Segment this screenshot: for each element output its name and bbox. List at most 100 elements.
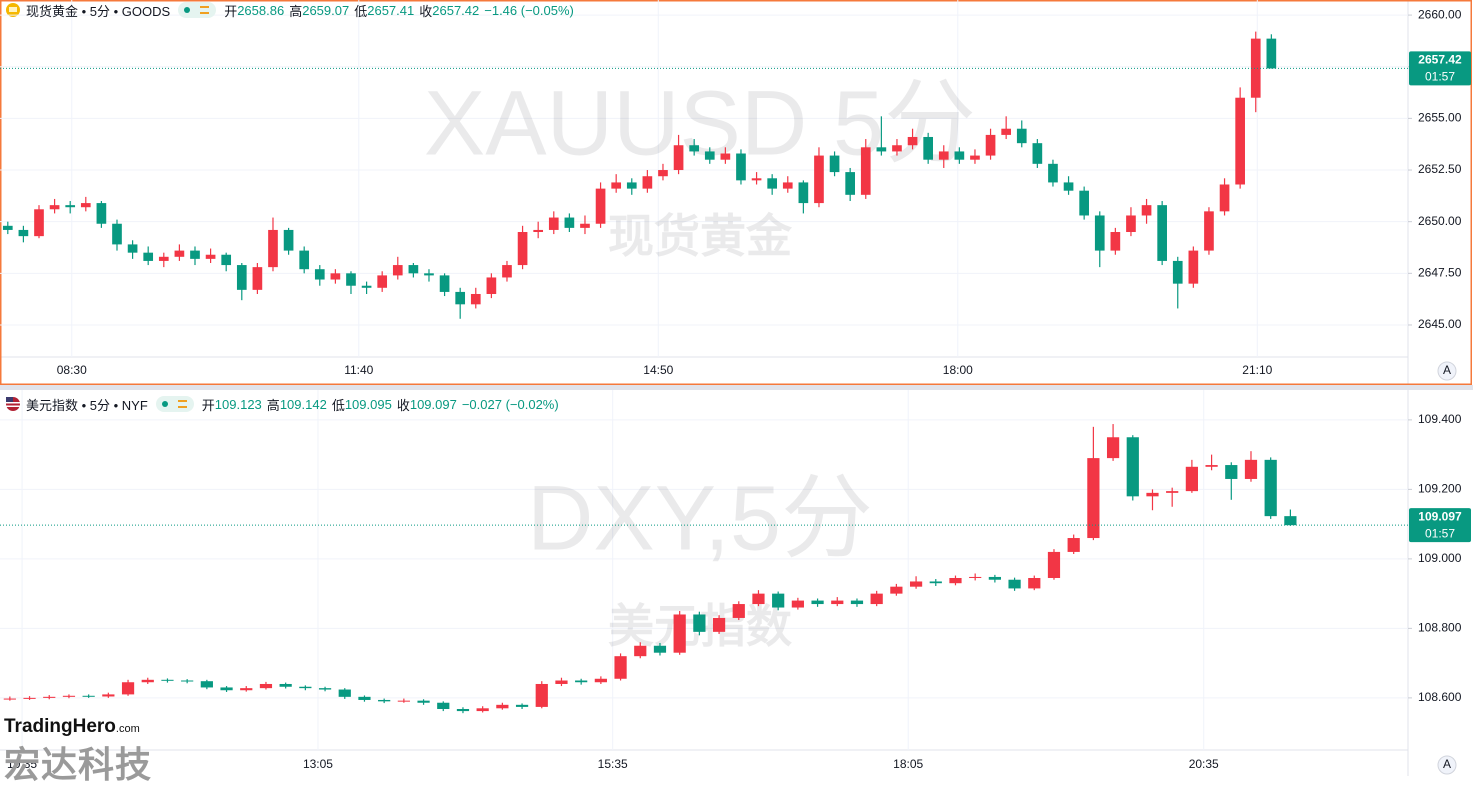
- ohlc-label: 低: [331, 397, 345, 413]
- candle-body: [1106, 437, 1120, 459]
- candle-body: [496, 704, 509, 709]
- y-tick-label: 2660.00: [1418, 7, 1462, 21]
- candle-body: [876, 147, 887, 152]
- candle-body: [1079, 190, 1089, 216]
- ohlc-label: 开: [201, 397, 215, 413]
- candle-body: [141, 679, 154, 683]
- candle-body: [299, 686, 312, 689]
- candle-body: [43, 696, 56, 698]
- candle-body: [767, 178, 778, 189]
- candle-body: [673, 614, 686, 653]
- candle-body: [397, 700, 410, 702]
- candle-body: [829, 155, 840, 173]
- x-tick-label: 15:35: [598, 757, 628, 771]
- candle-body: [555, 680, 568, 684]
- candle-body: [929, 581, 942, 584]
- candle-body: [969, 576, 982, 578]
- candle-body: [1266, 38, 1277, 69]
- x-tick-label: 18:00: [943, 363, 973, 377]
- us-flag-stripe: [6, 402, 20, 404]
- candle-body: [1157, 205, 1167, 261]
- candle-body: [1016, 128, 1027, 144]
- countdown-label: 01:57: [1425, 70, 1455, 84]
- ohlc-value: 2657.42: [432, 2, 480, 18]
- candle-body: [330, 273, 341, 280]
- gold-icon-bar: [9, 7, 17, 12]
- candle-body: [870, 593, 883, 605]
- candle-body: [751, 178, 762, 181]
- candle-body: [82, 695, 95, 697]
- candle-body: [814, 155, 824, 204]
- candle-body: [689, 145, 700, 152]
- last-price-label: 2657.42: [1418, 53, 1462, 67]
- candle-body: [736, 153, 746, 181]
- candle-body: [1001, 128, 1011, 135]
- candle-body: [221, 254, 232, 266]
- candle-body: [486, 277, 497, 294]
- candle-body: [548, 217, 559, 230]
- candle-body: [1250, 38, 1261, 98]
- candle-body: [112, 223, 122, 245]
- symbol-label: 美元指数 • 5分 • NYF: [26, 397, 148, 413]
- candle-body: [361, 285, 372, 288]
- candle-body: [424, 273, 434, 276]
- candle-body: [417, 700, 430, 703]
- legend-header: 现货黄金 • 5分 • GOODS 开 2658.86 高 2659.07 低 2657.4…: [26, 0, 579, 20]
- candle-body: [1146, 492, 1159, 497]
- candle-body: [535, 683, 548, 707]
- candle-body: [378, 699, 391, 702]
- candle-body: [1188, 250, 1199, 284]
- candle-body: [949, 577, 962, 584]
- candle-body: [798, 182, 809, 204]
- candle-body: [1204, 211, 1214, 251]
- candle-body: [642, 176, 653, 189]
- candle-body: [338, 689, 351, 697]
- candles: [3, 424, 1297, 714]
- active-pane-border: [0, 0, 1472, 385]
- watermark: XAUUSD 5分: [424, 72, 976, 174]
- candle-body: [658, 170, 668, 177]
- candle-body: [595, 188, 606, 224]
- y-tick-label: 108.800: [1418, 621, 1462, 635]
- candle-body: [594, 678, 607, 683]
- last-price-label: 109.097: [1418, 509, 1462, 523]
- candle-body: [299, 250, 310, 270]
- x-tick-label: 18:05: [893, 757, 923, 771]
- candle-body: [909, 581, 923, 587]
- candle-body: [318, 688, 332, 690]
- candle-body: [611, 182, 622, 189]
- candle-body: [693, 614, 706, 632]
- axis-mode-button[interactable]: [1437, 755, 1457, 775]
- candle-body: [1172, 260, 1183, 284]
- candle-body: [80, 203, 91, 208]
- candle-body: [515, 704, 529, 707]
- brand-suffix: .com: [115, 723, 140, 735]
- change-label: −0.027 (−0.02%): [461, 396, 559, 412]
- candle-body: [890, 586, 903, 594]
- x-tick-label: 08:30: [57, 363, 87, 377]
- candle-body: [772, 593, 785, 608]
- candle-body: [127, 244, 138, 253]
- axis-mode-button[interactable]: [1437, 361, 1457, 381]
- candle-body: [517, 232, 528, 266]
- candle-body: [476, 708, 489, 712]
- y-tick-label: 2652.50: [1418, 162, 1462, 176]
- ohlc-value: 2657.41: [367, 2, 415, 18]
- candle-body: [653, 645, 667, 653]
- candle-body: [34, 209, 44, 237]
- ohlc-label: 高: [289, 3, 303, 19]
- y-tick-label: 109.400: [1418, 412, 1462, 426]
- candle-body: [456, 708, 470, 712]
- candle-body: [614, 656, 627, 679]
- candle-body: [439, 275, 450, 292]
- candle-body: [62, 695, 76, 697]
- countdown-label: 01:57: [1425, 526, 1455, 540]
- status-pill: [155, 396, 194, 412]
- ohlc-value: 2658.86: [237, 2, 285, 18]
- candle-body: [860, 147, 871, 195]
- candle-body: [1284, 516, 1297, 526]
- y-tick-label: 108.600: [1418, 690, 1462, 704]
- candle-body: [564, 217, 575, 228]
- candle-body: [533, 229, 544, 233]
